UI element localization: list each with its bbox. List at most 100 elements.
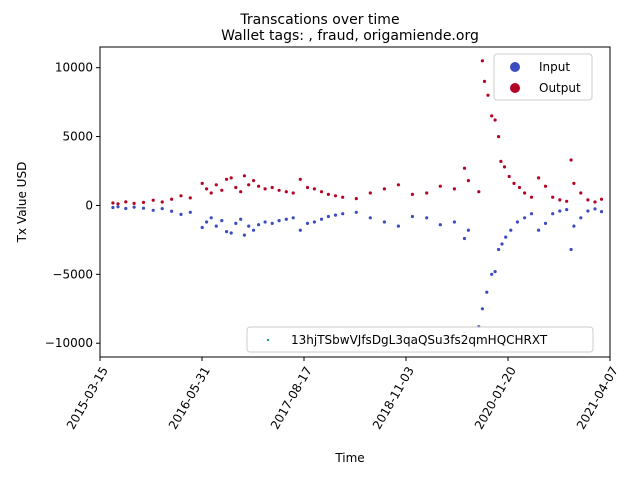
point-output [333, 194, 338, 198]
point-output [493, 118, 497, 122]
point-input [242, 233, 246, 237]
point-input [124, 206, 128, 211]
point-output [179, 194, 183, 198]
point-input [599, 210, 604, 214]
x-tick-label: 2015-03-15 [64, 364, 111, 431]
point-output [486, 93, 490, 97]
point-input [291, 216, 295, 220]
point-input [523, 216, 527, 220]
point-input [382, 220, 386, 224]
point-output [517, 185, 522, 190]
point-input [466, 228, 470, 232]
legend-output-marker [510, 83, 520, 93]
point-input [551, 212, 555, 216]
x-axis-label: Time [334, 451, 364, 465]
point-input [326, 214, 330, 219]
point-output [200, 181, 204, 185]
point-input [341, 212, 345, 216]
point-input [257, 223, 261, 227]
point-output [160, 200, 164, 204]
point-input [462, 236, 467, 241]
point-output [188, 196, 192, 200]
point-output [490, 114, 494, 118]
point-input [425, 216, 429, 220]
point-output [425, 191, 429, 195]
point-output [480, 59, 484, 63]
point-input [572, 224, 576, 228]
point-input [263, 220, 267, 224]
point-output [382, 187, 386, 191]
point-input [333, 213, 338, 217]
point-input [368, 216, 372, 220]
point-output [132, 201, 136, 205]
legend-address-label: 13hjTSbwVJfsDgL3qaQSu3fs2qmHQCHRXT [291, 333, 548, 347]
point-output [438, 184, 442, 188]
point-output [569, 158, 573, 162]
point-output [257, 184, 261, 188]
point-input [111, 205, 115, 210]
point-output [239, 190, 243, 194]
point-output [452, 187, 456, 191]
point-input [480, 307, 484, 311]
point-output [341, 195, 345, 199]
point-output [593, 200, 597, 204]
legend-bottom-box [246, 326, 594, 353]
point-input [170, 209, 174, 213]
legend-output-label: Output [539, 81, 581, 95]
point-input [558, 209, 562, 213]
point-output [124, 200, 128, 204]
point-input [319, 217, 324, 221]
point-output [502, 165, 507, 169]
y-axis-label: Tx Value USD [15, 162, 29, 244]
point-output [512, 181, 516, 185]
y-tick-label: −10000 [45, 336, 93, 350]
point-input [543, 221, 548, 225]
point-output [507, 174, 511, 179]
point-output [558, 198, 562, 202]
point-input [504, 235, 508, 239]
legend-input-marker [510, 62, 520, 72]
point-input [354, 210, 358, 214]
point-output [242, 174, 246, 178]
point-input [209, 216, 213, 220]
point-output [220, 188, 224, 192]
point-input [277, 219, 281, 223]
point-input [247, 224, 251, 228]
y-tick-label: 0 [85, 198, 93, 212]
point-output [214, 183, 218, 187]
point-input [205, 220, 209, 224]
point-output [572, 181, 576, 185]
point-output [466, 179, 470, 183]
point-output [312, 187, 316, 191]
point-input [529, 212, 534, 216]
point-input [497, 247, 501, 252]
point-output [326, 192, 330, 196]
point-input [200, 225, 204, 230]
point-output [396, 183, 400, 187]
point-output [298, 177, 302, 181]
point-input [593, 207, 597, 211]
point-input [116, 205, 120, 209]
y-tick-label: 5000 [62, 130, 93, 144]
point-output [141, 200, 146, 204]
axes: 2015-03-15 2016-05-31 2017-08-17 2018-11-03… [45, 61, 621, 432]
point-input [565, 208, 569, 212]
point-output [229, 176, 233, 180]
point-output [579, 191, 583, 195]
point-input [298, 228, 302, 232]
point-output [543, 184, 548, 188]
point-output [116, 202, 120, 206]
point-output [368, 191, 372, 195]
point-input [229, 231, 233, 235]
point-input [490, 272, 494, 276]
y-tick-label: −5000 [52, 267, 93, 281]
point-input [493, 270, 497, 274]
point-output [586, 198, 590, 202]
y-tick-label: 10000 [55, 61, 93, 75]
chart-suptitle: Transcations over time [239, 12, 399, 28]
point-input [160, 207, 164, 211]
legend-address-marker [266, 338, 270, 342]
point-input [225, 230, 229, 234]
point-input [239, 217, 243, 221]
